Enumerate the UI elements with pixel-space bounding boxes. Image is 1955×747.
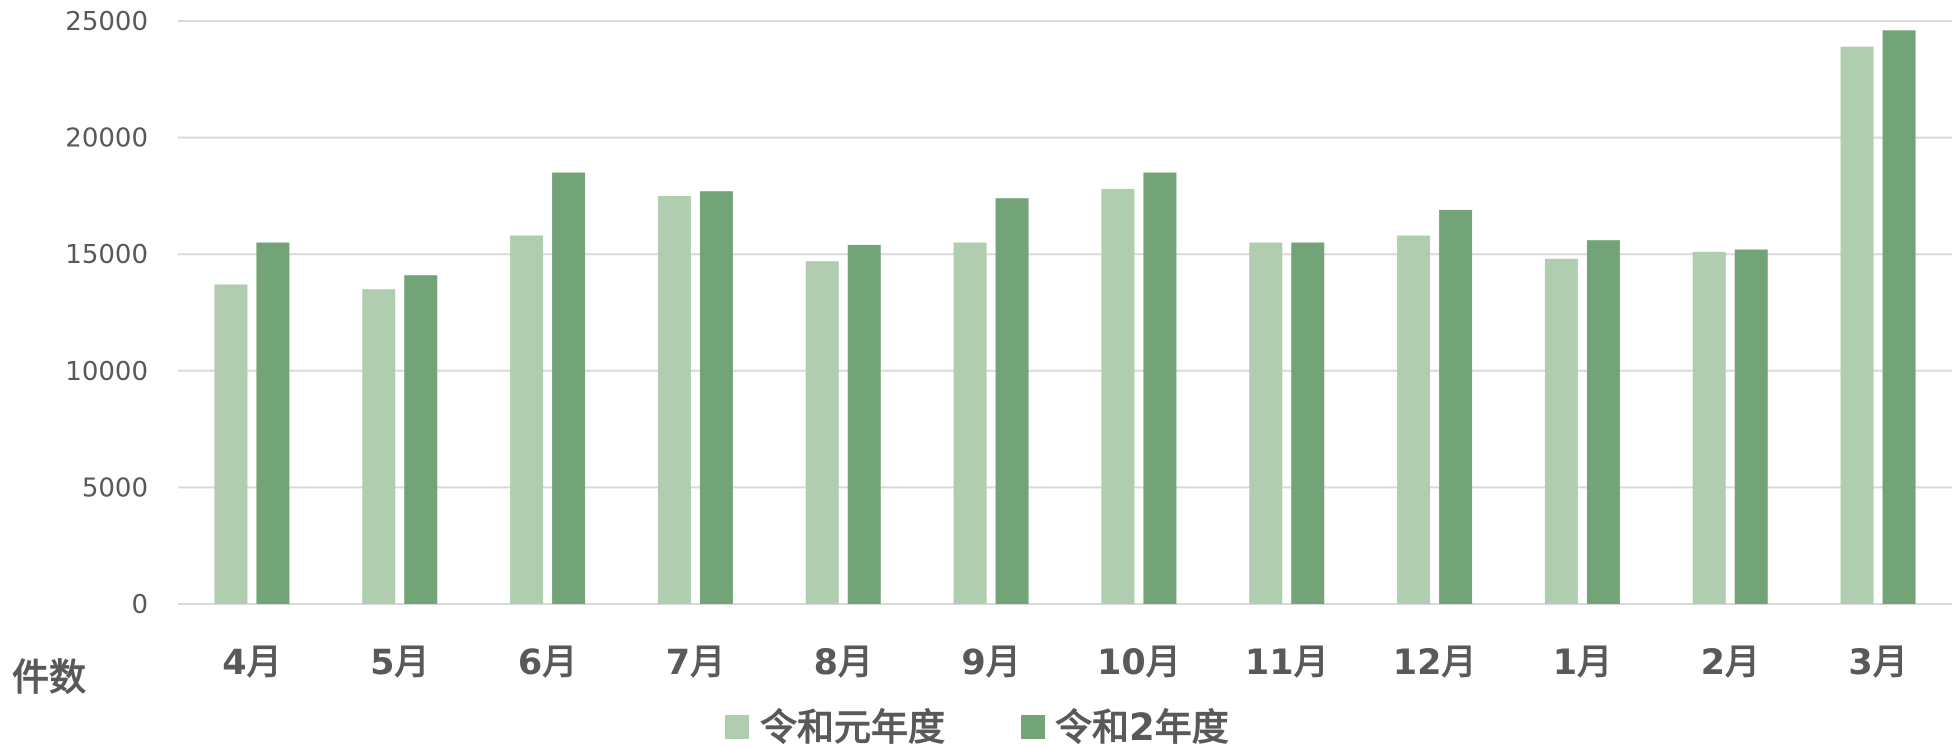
y-tick-label: 25000 (65, 7, 148, 37)
y-axis-title: 件数 (12, 656, 86, 699)
bar-series-2 (1882, 30, 1916, 604)
bar-series-1 (1692, 251, 1726, 605)
x-category-label: 2月 (1701, 643, 1760, 683)
bar-series-2 (1143, 172, 1177, 604)
x-category-label: 11月 (1245, 643, 1329, 683)
y-axis-ticks: 0 5000 10000 15000 20000 25000 (65, 7, 148, 620)
bar-series-2 (1586, 240, 1620, 604)
bar-series-2 (1439, 209, 1473, 604)
bar-series-1 (1397, 235, 1431, 604)
bar-series-2 (552, 172, 586, 604)
y-tick-label: 5000 (82, 473, 148, 503)
gridlines (178, 20, 1952, 605)
bar-series-1 (1544, 258, 1578, 604)
bar-series-1 (362, 289, 396, 604)
y-tick-label: 20000 (65, 124, 148, 154)
bar-series-1 (510, 235, 544, 604)
bar-series-1 (1249, 242, 1283, 605)
bar-series-2 (995, 198, 1029, 604)
x-category-label: 8月 (814, 643, 873, 683)
y-tick-label: 0 (131, 590, 148, 620)
legend-swatch-series-1 (725, 715, 749, 739)
bars (214, 30, 1916, 605)
bar-series-2 (256, 242, 290, 605)
x-category-label: 5月 (370, 643, 429, 683)
x-category-label: 3月 (1848, 643, 1907, 683)
x-category-label: 6月 (518, 643, 577, 683)
bar-series-1 (805, 261, 839, 604)
bar-series-1 (214, 284, 248, 604)
x-category-label: 12月 (1393, 643, 1477, 683)
bar-series-1 (657, 195, 691, 604)
bar-series-1 (1840, 46, 1874, 605)
y-tick-label: 15000 (65, 240, 148, 270)
x-axis-category-labels: 4月 5月 6月 7月 8月 9月 10月 11月 12月 1月 2月 3月 (222, 643, 1908, 683)
y-tick-label: 10000 (65, 357, 148, 387)
bar-series-2 (1291, 242, 1325, 605)
x-category-label: 10月 (1097, 643, 1181, 683)
legend-label-series-1: 令和元年度 (760, 706, 945, 747)
bar-series-2 (1734, 249, 1768, 604)
x-category-label: 7月 (666, 643, 725, 683)
legend-swatch-series-2 (1021, 715, 1045, 739)
bar-series-1 (953, 242, 987, 605)
bar-series-2 (404, 275, 438, 604)
bar-series-2 (847, 244, 881, 604)
bar-series-2 (699, 191, 733, 604)
legend-label-series-2: 令和2年度 (1055, 706, 1229, 747)
x-category-label: 4月 (222, 643, 281, 683)
x-category-label: 1月 (1553, 643, 1612, 683)
bar-series-1 (1101, 188, 1135, 605)
x-category-label: 9月 (961, 643, 1020, 683)
legend: 令和元年度 令和2年度 (725, 706, 1229, 747)
